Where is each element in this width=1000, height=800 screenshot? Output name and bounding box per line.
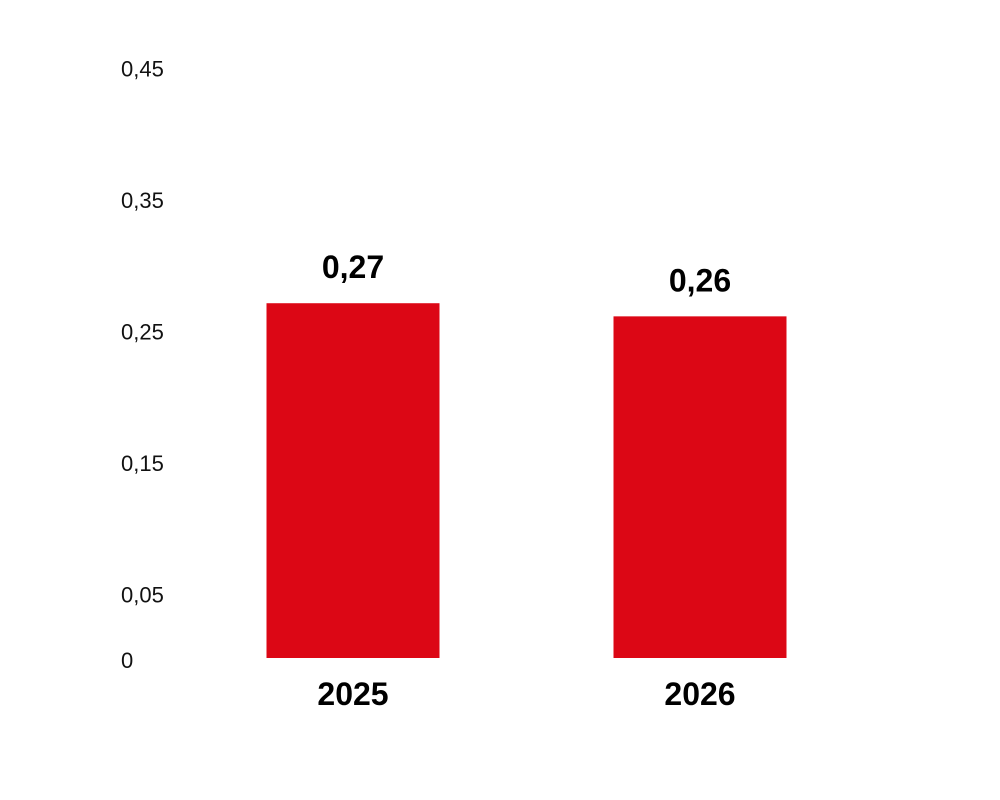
data-label-2025: 0,27 xyxy=(322,249,384,285)
y-tick-label: 0,35 xyxy=(121,188,164,213)
x-tick-label-2026: 2026 xyxy=(664,676,735,712)
y-axis-ticks: 0 0,05 0,15 0,25 0,35 0,45 xyxy=(121,57,164,673)
y-tick-label: 0 xyxy=(121,648,133,673)
x-tick-label-2025: 2025 xyxy=(317,676,388,712)
value-labels: 0,27 0,26 xyxy=(322,249,731,298)
bar-2026 xyxy=(613,316,787,658)
category-labels: 2025 2026 xyxy=(317,676,735,712)
y-tick-label: 0,05 xyxy=(121,582,164,607)
data-label-2026: 0,26 xyxy=(669,262,731,298)
y-tick-label: 0,45 xyxy=(121,57,164,82)
bar-2025 xyxy=(266,303,440,658)
bars xyxy=(266,303,787,658)
y-tick-label: 0,25 xyxy=(121,320,164,345)
y-tick-label: 0,15 xyxy=(121,451,164,476)
